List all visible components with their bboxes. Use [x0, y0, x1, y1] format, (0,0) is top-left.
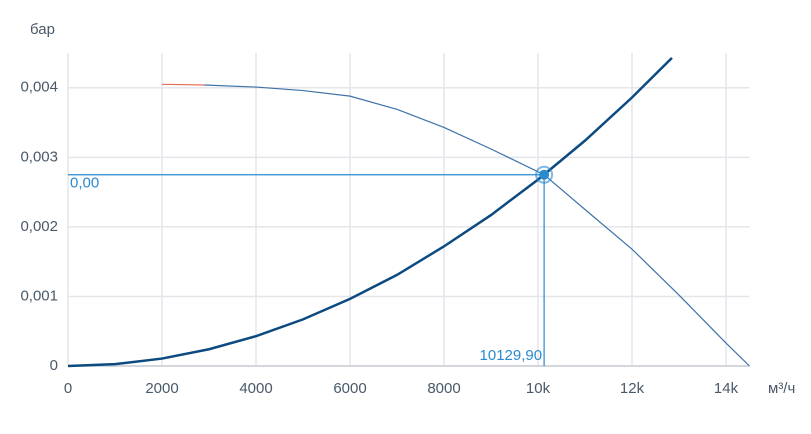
x-tick-label: 6000 [333, 380, 366, 397]
y-tick-label: 0,001 [20, 287, 58, 304]
x-tick-label: 2000 [145, 380, 178, 397]
y-tick-label: 0,002 [20, 218, 58, 235]
y-tick-label: 0 [50, 357, 58, 374]
y-tick-label: 0,004 [20, 79, 58, 96]
curve [67, 56, 673, 368]
curve [204, 84, 750, 367]
x-tick-label: 0 [64, 380, 72, 397]
operating-point-ring [535, 165, 554, 184]
y-value-label: 0,00 [70, 175, 99, 192]
y-tick-label: 0,003 [20, 148, 58, 165]
x-value-label: 10129,90 [480, 347, 543, 364]
x-tick-label: 12k [620, 380, 645, 397]
x-tick-label: 8000 [427, 380, 460, 397]
x-tick-label: 4000 [239, 380, 272, 397]
y-axis-label: бар [30, 21, 55, 38]
x-tick-label: 10k [526, 380, 551, 397]
x-tick-label: 14k [714, 380, 739, 397]
x-axis-label: м³/ч [768, 380, 795, 397]
curve [161, 83, 205, 86]
operating-point [539, 169, 550, 180]
